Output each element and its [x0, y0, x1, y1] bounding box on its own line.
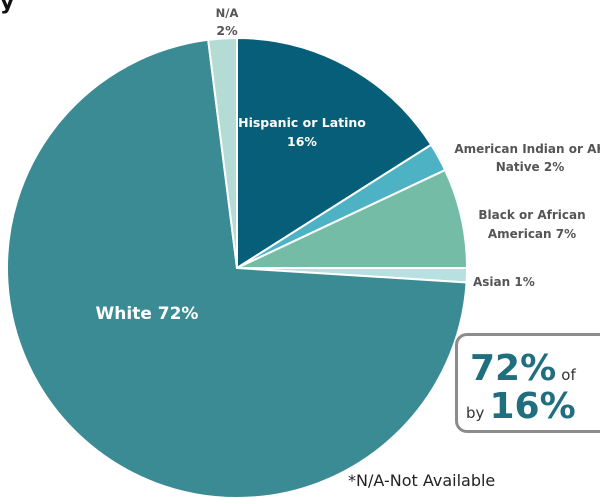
pie-slice-white	[6, 38, 468, 498]
clipped-title-fragment: y	[0, 0, 15, 15]
label-na-value: 2%	[216, 23, 238, 38]
label-black-value: American 7%	[488, 227, 576, 241]
label-amind-value: Native 2%	[496, 160, 565, 174]
pie-slice-hispanic-or-latino	[236, 36, 433, 270]
callout-box: 72% of by 16%	[455, 333, 600, 433]
callout-percent-white: 72%	[470, 348, 557, 389]
callout-text-of: of	[561, 366, 576, 384]
label-hispanic-name: Hispanic or Latino	[238, 115, 366, 130]
callout-percent-hispanic: 16%	[489, 386, 576, 427]
pie-slice-n-a	[207, 36, 238, 269]
pie-slice-black-or-african-american	[236, 168, 469, 269]
label-black-name: Black or African	[478, 208, 585, 222]
label-na: N/A 2%	[216, 6, 239, 38]
label-amind-name: American Indian or AK	[454, 142, 600, 156]
pie-slices	[6, 36, 469, 498]
label-black: Black or African American 7%	[478, 208, 585, 241]
callout-line-1: 72% of	[470, 348, 576, 389]
label-hispanic: Hispanic or Latino 16%	[238, 115, 366, 149]
label-white: White 72%	[96, 304, 199, 324]
label-hispanic-value: 16%	[287, 134, 317, 149]
label-na-name: N/A	[216, 6, 239, 20]
callout-text-by: by	[466, 404, 485, 422]
label-american-indian: American Indian or AK Native 2%	[454, 142, 600, 174]
callout-line-2: by 16%	[466, 386, 576, 427]
footnote: *N/A-Not Available	[348, 471, 496, 490]
label-asian: Asian 1%	[473, 275, 535, 289]
